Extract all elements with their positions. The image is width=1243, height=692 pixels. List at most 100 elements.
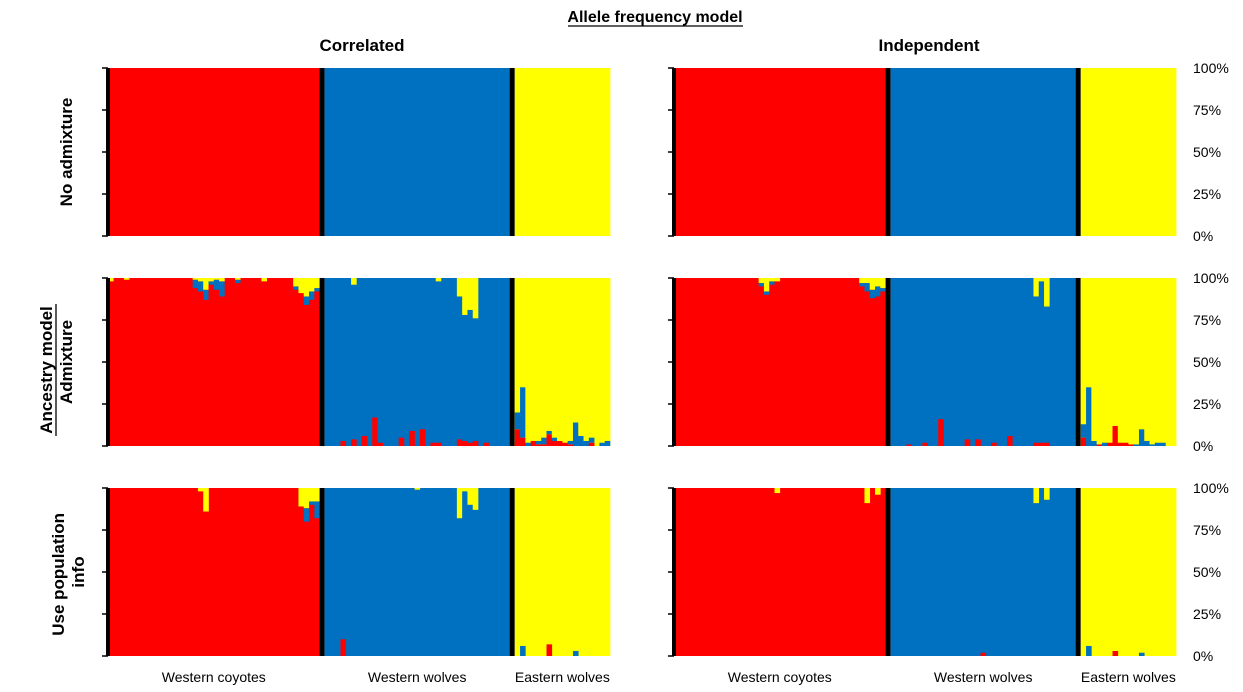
individual-bar-segment	[462, 488, 468, 492]
y-tick-label: 100%	[1193, 270, 1229, 286]
individual-bar-segment	[964, 278, 971, 440]
group-1	[890, 68, 1077, 236]
group-fill	[108, 488, 321, 656]
individual-bar-segment	[880, 288, 886, 292]
individual-bar-segment	[483, 278, 489, 443]
group-separator	[1075, 68, 1081, 236]
individual-bar-segment	[864, 283, 871, 292]
group-fill	[674, 68, 887, 236]
individual-bar-segment	[1080, 278, 1087, 425]
individual-bar-segment	[314, 288, 320, 292]
row-group-title: Ancestry model	[37, 306, 56, 434]
individual-bar-segment	[430, 278, 437, 443]
individual-bar-segment	[530, 440, 537, 446]
individual-bar-segment	[303, 296, 310, 305]
group-0	[674, 278, 887, 446]
individual-bar-segment	[520, 488, 526, 646]
group-2	[1080, 488, 1177, 656]
individual-bar-segment	[314, 278, 320, 289]
individual-bar-segment	[859, 283, 865, 287]
group-separator	[885, 68, 891, 236]
individual-bar-segment	[1123, 442, 1129, 446]
individual-bar-segment	[864, 278, 871, 284]
individual-bar-segment	[869, 289, 876, 299]
individual-bar-segment	[372, 278, 378, 418]
individual-bar-segment	[192, 279, 199, 289]
group-2	[514, 488, 611, 656]
individual-bar-segment	[520, 645, 526, 656]
individual-bar-segment	[419, 429, 426, 446]
individual-bar-segment	[520, 278, 526, 388]
x-group-label: Eastern wolves	[1081, 669, 1176, 685]
y-tick-label: 0%	[1193, 438, 1213, 454]
individual-bar-segment	[514, 278, 521, 413]
individual-bar-segment	[1149, 444, 1156, 446]
individual-bar-segment	[1128, 278, 1134, 445]
individual-bar-segment	[123, 278, 130, 280]
individual-bar-segment	[340, 440, 347, 446]
individual-bar-segment	[456, 488, 463, 519]
group-separator	[1075, 278, 1081, 446]
individual-bar-segment	[462, 314, 468, 441]
individual-bar-segment	[875, 286, 881, 297]
individual-bar-segment	[588, 442, 595, 446]
individual-bar-segment	[520, 387, 526, 438]
individual-bar-segment	[435, 442, 442, 446]
individual-bar-segment	[769, 284, 775, 446]
individual-bar-segment	[462, 491, 468, 656]
group-separator	[509, 488, 515, 656]
individual-bar-segment	[377, 278, 384, 443]
individual-bar-segment	[1007, 278, 1013, 436]
individual-bar-segment	[572, 422, 579, 446]
individual-bar-segment	[261, 281, 268, 446]
group-0	[108, 278, 321, 446]
individual-bar-segment	[546, 278, 553, 431]
individual-bar-segment	[1133, 444, 1140, 446]
individual-bar-segment	[975, 439, 981, 446]
individual-bar-segment	[938, 419, 944, 446]
individual-bar-segment	[864, 488, 871, 504]
individual-bar-segment	[472, 440, 479, 446]
individual-bar-segment	[467, 278, 474, 310]
individual-bar-segment	[1044, 499, 1050, 656]
individual-bar-segment	[1144, 440, 1150, 446]
individual-bar-segment	[1096, 278, 1103, 445]
individual-bar-segment	[572, 278, 579, 423]
individual-bar-segment	[938, 278, 944, 420]
group-fill	[108, 68, 321, 236]
individual-bar-segment	[303, 521, 310, 656]
individual-bar-segment	[1096, 444, 1103, 446]
individual-bar-segment	[456, 439, 463, 446]
individual-bar-segment	[419, 278, 426, 430]
group-2	[1080, 278, 1177, 446]
individual-bar-segment	[869, 278, 876, 290]
row-title-use-population-info: Use population info	[49, 508, 88, 636]
individual-bar-segment	[203, 488, 209, 512]
individual-bar-segment	[869, 298, 876, 446]
individual-bar-segment	[208, 278, 215, 282]
individual-bar-segment	[1138, 429, 1145, 446]
individual-bar-segment	[567, 278, 574, 441]
individual-bar-segment	[535, 444, 542, 446]
x-group-label: Western coyotes	[162, 669, 266, 685]
individual-bar-segment	[430, 442, 437, 446]
individual-bar-segment	[588, 437, 595, 443]
individual-bar-segment	[572, 650, 579, 656]
individual-bar-segment	[541, 278, 547, 438]
panel-1-0	[102, 277, 611, 447]
group-separator	[509, 278, 515, 446]
x-group-labels: Western coyotes Western wolves Eastern wol…	[162, 669, 1176, 685]
group-1	[324, 488, 511, 656]
y-tick-label: 100%	[1193, 480, 1229, 496]
individual-bar-segment	[435, 281, 442, 443]
individual-bar-segment	[991, 278, 997, 443]
group-separator	[509, 68, 515, 236]
individual-bar-segment	[774, 278, 781, 282]
group-2	[514, 68, 611, 236]
y-tick-label: 25%	[1193, 606, 1221, 622]
individual-bar-segment	[462, 278, 468, 315]
individual-bar-segment	[599, 442, 606, 446]
individual-bar-segment	[309, 488, 315, 502]
group-0	[674, 488, 887, 656]
individual-bar-segment	[1038, 442, 1045, 446]
